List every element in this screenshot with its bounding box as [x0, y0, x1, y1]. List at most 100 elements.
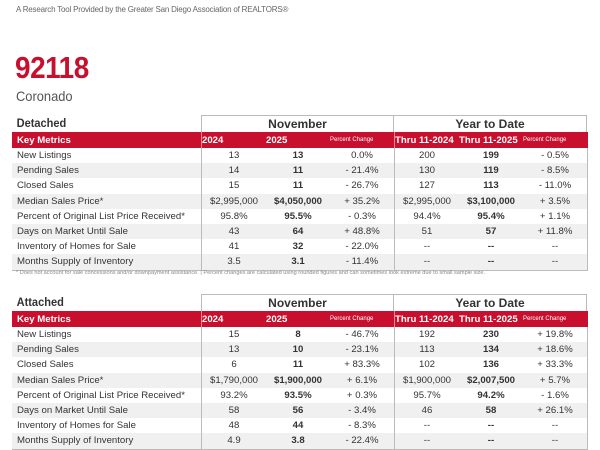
ytd-group-header: Year to Date [394, 294, 587, 311]
percent-change: + 83.3% [344, 359, 380, 371]
ytd-2024: -- [423, 420, 431, 432]
metric-label: Closed Sales [17, 359, 74, 371]
value-2024: 13 [228, 150, 240, 162]
percent-change: - 22.4% [345, 435, 379, 447]
ytd-2024: $1,900,000 [402, 374, 451, 386]
column-header-row: Key Metrics 2024 2025 Percent Change Thru … [12, 132, 588, 148]
ytd-percent-change: -- [551, 435, 559, 447]
ytd-2024: 51 [421, 226, 433, 238]
ytd-percent-change: + 18.6% [537, 344, 573, 356]
section-title: Detached [16, 116, 67, 130]
metric-label: New Listings [17, 329, 72, 341]
percent-change: + 35.2% [344, 195, 380, 207]
detached-metrics-table: Detached November Year to Date Key Metrics … [12, 114, 588, 271]
table-row: Inventory of Homes for Sale 48 44 - 8.3% -… [12, 418, 588, 434]
percent-change: - 21.4% [345, 165, 379, 177]
ytd-percent-change: - 1.6% [541, 389, 569, 401]
zip-code-title: 92118 [15, 50, 89, 85]
table-row: Days on Market Until Sale 58 56 - 3.4% 46 5… [12, 402, 588, 419]
ytd-2025: 57 [485, 226, 497, 238]
percent-change: - 46.7% [345, 329, 379, 341]
percent-change: + 0.3% [346, 389, 378, 401]
value-2025: 11 [292, 165, 304, 177]
value-2025: 8 [295, 329, 301, 341]
month-group-header: November [201, 294, 394, 311]
value-2024: 6 [231, 359, 237, 371]
table-row: Pending Sales 13 10 - 23.1% 113 134 + 18.6% [12, 342, 588, 358]
ytd-percent-change: -- [551, 420, 559, 432]
table-row: Closed Sales 6 11 + 83.3% 102 136 + 33.3% [12, 357, 588, 373]
ytd-2024: 192 [418, 329, 435, 341]
key-metrics-header: Key Metrics [17, 134, 71, 146]
col-thru-2024: Thru 11-2024 [395, 134, 454, 146]
table-row: Median Sales Price* $1,790,000 $1,900,000… [12, 372, 588, 388]
col-thru-2024: Thru 11-2024 [395, 313, 454, 325]
table-row: Percent of Original List Price Received*… [12, 387, 588, 403]
metric-label: Median Sales Price* [17, 374, 104, 386]
value-2024: 43 [228, 226, 240, 238]
percent-change: - 3.4% [348, 405, 376, 417]
value-2025: 13 [292, 150, 304, 162]
value-2024: 41 [228, 241, 240, 253]
section-header: Detached November Year to Date [12, 114, 588, 132]
metric-label: Months Supply of Inventory [17, 435, 134, 447]
ytd-2025: $2,007,500 [466, 374, 515, 386]
section-header: Attached November Year to Date [12, 293, 588, 311]
ytd-percent-change: + 26.1% [537, 405, 573, 417]
value-2024: $1,790,000 [209, 374, 258, 386]
ytd-percent-change: + 11.8% [537, 226, 573, 238]
ytd-2024: 130 [418, 165, 435, 177]
value-2024: 13 [228, 344, 240, 356]
ytd-2024: -- [423, 435, 431, 447]
value-2025: 56 [292, 405, 304, 417]
table-row: Percent of Original List Price Received*… [12, 208, 588, 224]
ytd-percent-change: - 11.0% [538, 180, 572, 192]
col-percent-change: Percent Change [330, 316, 374, 322]
ytd-2025: 199 [482, 150, 499, 162]
ytd-2024: 95.7% [413, 389, 441, 401]
col-ytd-percent-change: Percent Change [523, 316, 567, 322]
table-row: Median Sales Price* $2,995,000 $4,050,000… [12, 193, 588, 209]
ytd-percent-change: - 8.5% [541, 165, 569, 177]
value-2024: 95.8% [220, 210, 248, 222]
ytd-2025: 134 [482, 344, 499, 356]
table-row: New Listings 15 8 - 46.7% 192 230 + 19.8% [12, 327, 588, 343]
table-row: Closed Sales 15 11 - 26.7% 127 113 - 11.0% [12, 178, 588, 194]
ytd-2024: 94.4% [413, 210, 441, 222]
value-2024: 48 [228, 420, 240, 432]
metric-label: Inventory of Homes for Sale [17, 420, 136, 432]
value-2025: 3.1 [291, 256, 305, 268]
ytd-2025: 136 [482, 359, 499, 371]
table-row: Days on Market Until Sale 43 64 + 48.8% 51… [12, 223, 588, 240]
col-2025: 2025 [266, 313, 288, 325]
ytd-2025: -- [487, 241, 495, 253]
metric-label: Inventory of Homes for Sale [17, 241, 136, 253]
metric-label: Months Supply of Inventory [17, 256, 134, 268]
metric-label: Pending Sales [17, 165, 79, 177]
column-header-row: Key Metrics 2024 2025 Percent Change Thru … [12, 311, 588, 327]
footnote: * Does not account for sale concessions … [16, 270, 486, 276]
table-row: Pending Sales 14 11 - 21.4% 130 119 - 8.5% [12, 163, 588, 179]
metric-label: New Listings [17, 150, 72, 162]
ytd-2025: 119 [483, 165, 499, 177]
ytd-2025: 95.4% [477, 210, 505, 222]
value-2025: 11 [292, 359, 304, 371]
value-2024: 14 [228, 165, 240, 177]
percent-change: - 0.3% [348, 210, 376, 222]
metric-label: Median Sales Price* [17, 195, 104, 207]
percent-change: + 6.1% [346, 374, 378, 386]
percent-change: - 11.4% [345, 256, 379, 268]
ytd-2025: -- [487, 420, 495, 432]
ytd-2025: 94.2% [477, 389, 505, 401]
value-2024: 58 [228, 405, 240, 417]
ytd-2025: 230 [482, 329, 499, 341]
col-percent-change: Percent Change [330, 137, 374, 143]
value-2025: 11 [292, 180, 304, 192]
percent-change: - 26.7% [345, 180, 379, 192]
percent-change: + 48.8% [344, 226, 380, 238]
col-thru-2025: Thru 11-2025 [459, 134, 518, 146]
ytd-2025: -- [487, 435, 495, 447]
value-2024: 4.9 [227, 435, 241, 447]
report-subtitle: A Research Tool Provided by the Greater … [16, 5, 289, 14]
ytd-2025: -- [487, 256, 495, 268]
